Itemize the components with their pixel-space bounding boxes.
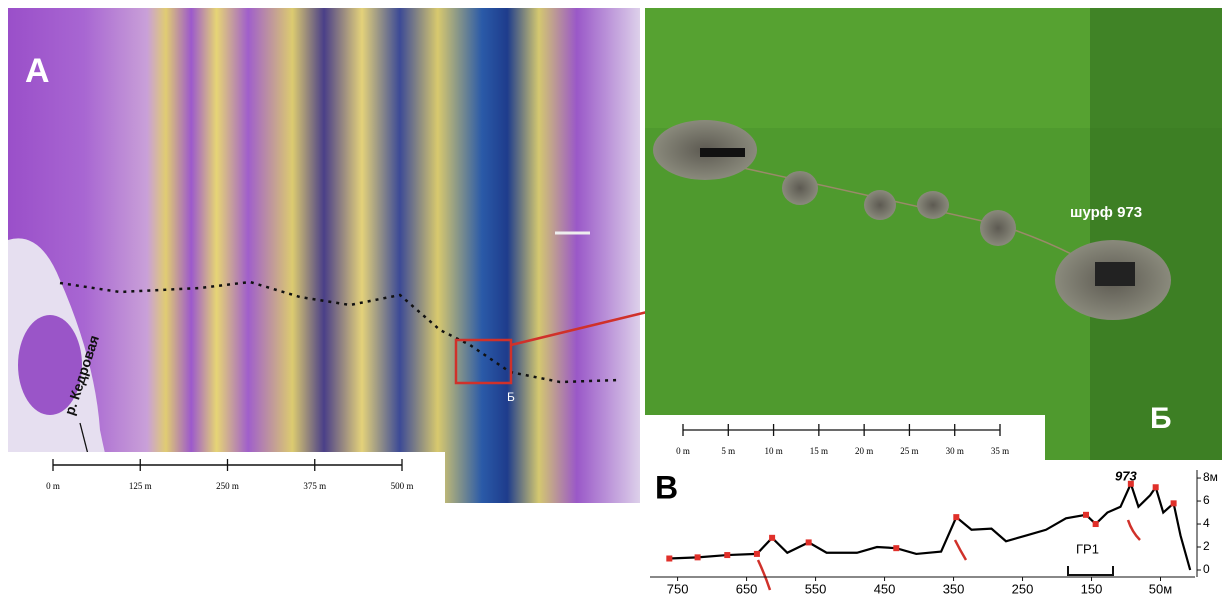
pit-marker (893, 545, 899, 551)
pit-marker (666, 556, 672, 562)
x-tick-label: 750 (667, 581, 689, 596)
scale-box (8, 452, 445, 503)
y-tick-label: 6 (1203, 493, 1210, 507)
scale-label: 10 m (764, 446, 782, 456)
pit-marker (724, 552, 730, 558)
x-tick-label: 650 (736, 581, 758, 596)
scale-label: 0 m (676, 446, 690, 456)
x-tick-label: 150 (1081, 581, 1103, 596)
scale-label: 500 m (391, 481, 414, 491)
x-tick-label: 450 (874, 581, 896, 596)
profile-chart: В 973 ГР1 750 650 550 450 350 250 150 50м 0 2 4 6 8м (650, 468, 1218, 596)
scale-label: 375 m (303, 481, 326, 491)
y-tick-label: 2 (1203, 539, 1210, 553)
pit-marker (1093, 521, 1099, 527)
scale-label: 15 m (810, 446, 828, 456)
scale-label: 20 m (855, 446, 873, 456)
red-dash (1128, 520, 1140, 540)
forest-edge (1090, 8, 1222, 460)
page: А р. Кедровая Б 0 m125 m250 m375 m500 m … (0, 0, 1222, 597)
panel-label: В (655, 469, 678, 505)
scale-label: 5 m (721, 446, 735, 456)
red-dash (955, 540, 966, 560)
map-a (8, 8, 640, 503)
pit-marker (953, 514, 959, 520)
pit-marker (1153, 484, 1159, 490)
x-tick-label: 550 (805, 581, 827, 596)
profile-line (669, 484, 1190, 570)
pit-marker (754, 551, 760, 557)
figure: А р. Кедровая Б 0 m125 m250 m375 m500 m … (0, 0, 1222, 597)
y-tick-label: 0 (1203, 562, 1210, 576)
pit (917, 191, 949, 219)
x-tick-label: 350 (943, 581, 965, 596)
panel-label: Б (1150, 402, 1172, 435)
pit-marker (1171, 500, 1177, 506)
scale-box (645, 415, 1045, 460)
inset-label: Б (507, 390, 515, 404)
panel-label: А (25, 52, 50, 90)
y-tick-label: 4 (1203, 516, 1210, 530)
red-dash (758, 560, 770, 590)
excavation (1095, 262, 1135, 286)
pit-marker (769, 535, 775, 541)
scale-label: 125 m (129, 481, 152, 491)
pit (980, 210, 1016, 246)
pit-marker (1128, 481, 1134, 487)
excavation (700, 148, 745, 157)
x-tick-label: 250 (1012, 581, 1034, 596)
scale-label: 35 m (991, 446, 1009, 456)
pit-label: шурф 973 (1070, 204, 1142, 221)
x-tick-label: 50м (1149, 581, 1172, 596)
pit (864, 190, 896, 220)
pit (782, 171, 818, 205)
pit-marker (806, 539, 812, 545)
pit-marker (1083, 512, 1089, 518)
scale-label: 25 m (900, 446, 918, 456)
scale-label: 0 m (46, 481, 60, 491)
pit-marker (695, 554, 701, 560)
y-tick-label: 8м (1203, 470, 1218, 484)
bracket (1068, 566, 1113, 575)
scale-label: 250 m (216, 481, 239, 491)
annotation: 973 (1115, 468, 1137, 483)
annotation: ГР1 (1076, 541, 1099, 556)
scale-label: 30 m (946, 446, 964, 456)
